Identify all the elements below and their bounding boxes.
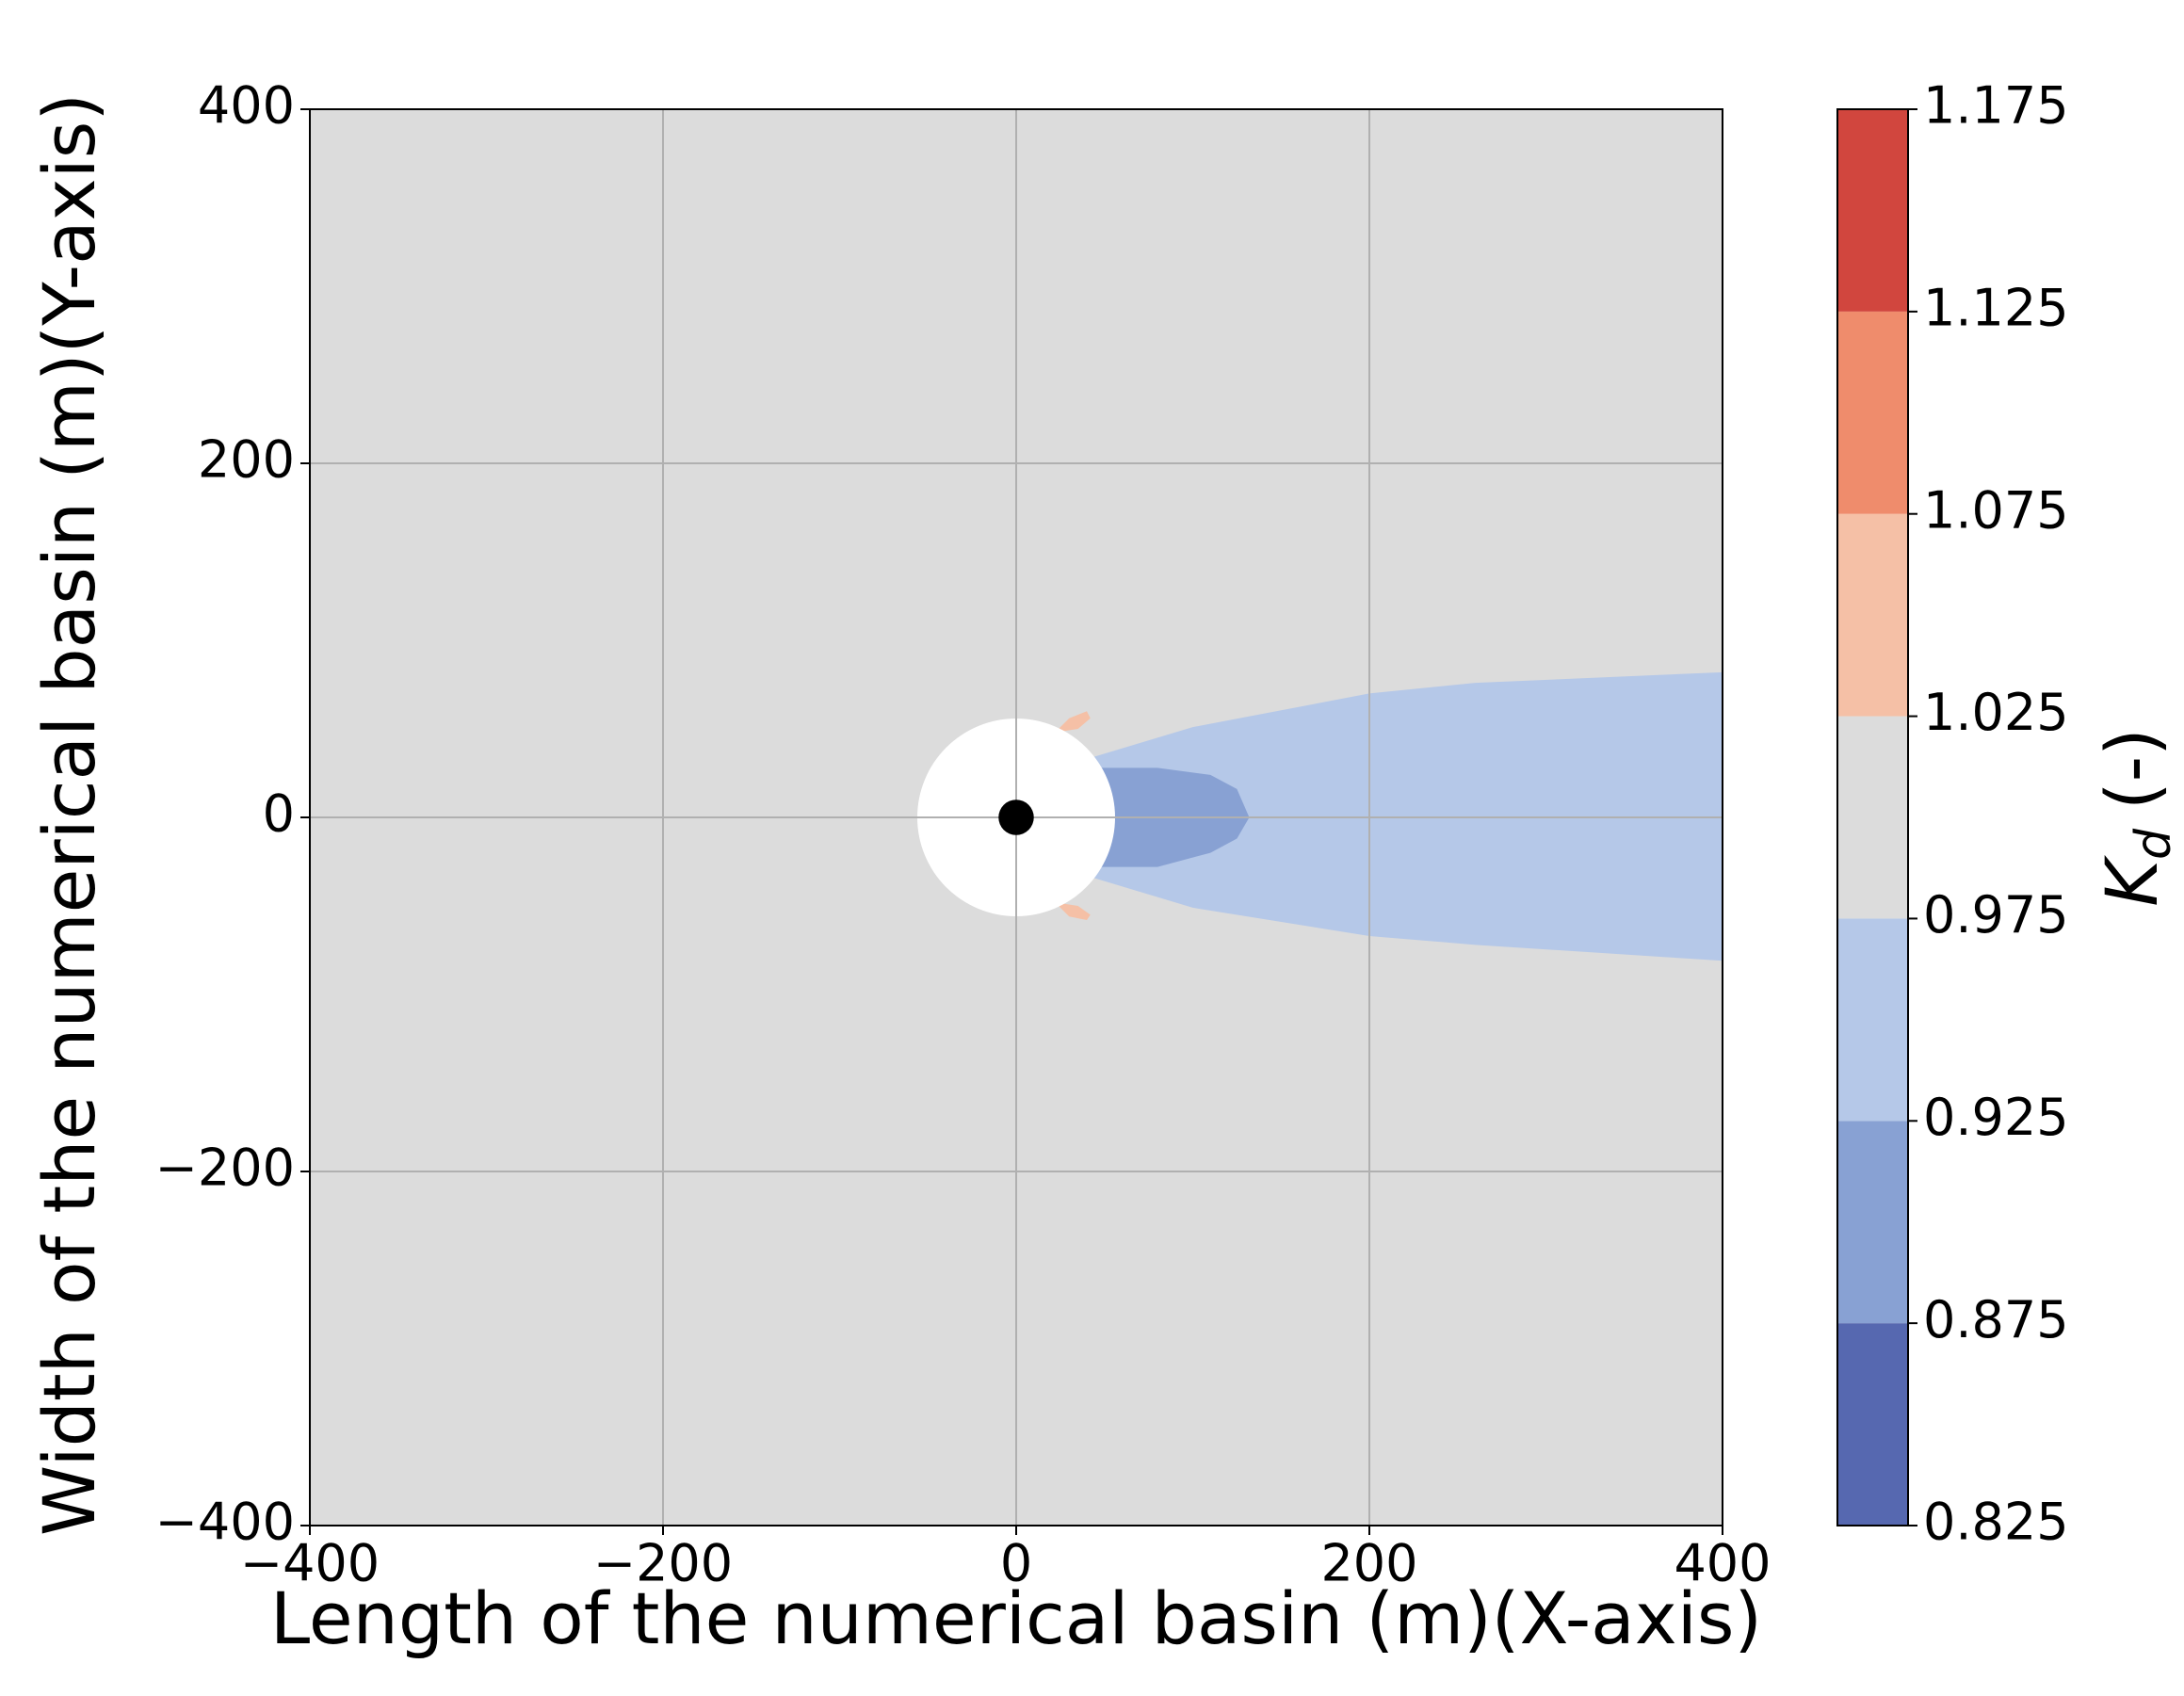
colorbar-tick-label: 1.025 (1923, 683, 2069, 742)
colorbar-band (1837, 109, 1908, 312)
colorbar-tick-label: 0.825 (1923, 1493, 2069, 1552)
plot-area (310, 109, 1723, 1526)
y-axis-label: Width of the numerical basin (m)(Y-axis) (27, 93, 111, 1536)
contour-region (1055, 902, 1091, 921)
contour-region (1055, 711, 1091, 733)
x-tick-label: −400 (240, 1534, 380, 1593)
colorbar-band (1837, 513, 1908, 717)
colorbar-tick-label: 0.875 (1923, 1290, 2069, 1349)
colorbar-band (1837, 1121, 1908, 1324)
colorbar-tick-label: 0.975 (1923, 885, 2069, 945)
colorbar-tick-label: 0.925 (1923, 1088, 2069, 1147)
x-tick-label: 0 (1000, 1534, 1032, 1593)
y-tick-label: −400 (155, 1493, 295, 1552)
y-tick-label: 400 (198, 76, 295, 136)
colorbar-band (1837, 311, 1908, 514)
x-tick-label: 400 (1674, 1534, 1771, 1593)
x-axis-label: Length of the numerical basin (m)(X-axis… (270, 1576, 1762, 1660)
y-tick-label: −200 (155, 1139, 295, 1198)
structure (998, 800, 1034, 835)
colorbar-band (1837, 1323, 1908, 1526)
colorbar-tick-label: 1.125 (1923, 278, 2069, 337)
colorbar-band (1837, 918, 1908, 1122)
colorbar-label: Kd (-) (2090, 728, 2182, 907)
colorbar-band (1837, 716, 1908, 919)
x-tick-label: 200 (1320, 1534, 1417, 1593)
colorbar-symbol: K (2090, 855, 2174, 907)
colorbar-tick-label: 1.175 (1923, 76, 2069, 136)
colorbar-tick-label: 1.075 (1923, 480, 2069, 540)
y-tick-label: 200 (198, 430, 295, 490)
y-tick-label: 0 (263, 784, 295, 844)
colorbar-unit: (-) (2090, 728, 2174, 810)
colorbar-subscript: d (2126, 828, 2182, 860)
x-tick-label: −200 (593, 1534, 733, 1593)
colorbar-frame (1836, 108, 1909, 1526)
